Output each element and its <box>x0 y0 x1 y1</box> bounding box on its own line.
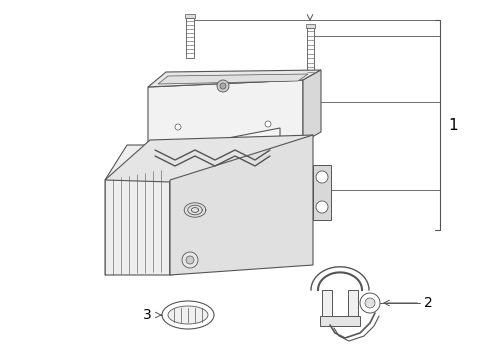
Bar <box>322 290 332 325</box>
Circle shape <box>316 201 328 213</box>
Text: 2: 2 <box>424 296 433 310</box>
Polygon shape <box>105 135 313 185</box>
Bar <box>313 165 331 220</box>
Circle shape <box>175 124 181 130</box>
Circle shape <box>220 83 226 89</box>
Polygon shape <box>170 135 313 275</box>
Polygon shape <box>186 140 208 156</box>
Circle shape <box>182 252 198 268</box>
Circle shape <box>365 298 375 308</box>
Bar <box>305 24 315 28</box>
Polygon shape <box>242 140 264 156</box>
Polygon shape <box>270 140 292 156</box>
Polygon shape <box>170 128 280 275</box>
Polygon shape <box>105 145 192 275</box>
Polygon shape <box>148 80 303 147</box>
Bar <box>307 28 314 78</box>
Bar <box>185 14 195 18</box>
Polygon shape <box>158 74 308 84</box>
Ellipse shape <box>168 306 208 324</box>
Circle shape <box>316 171 328 183</box>
Ellipse shape <box>162 301 214 329</box>
Text: 3: 3 <box>143 308 152 322</box>
Text: 1: 1 <box>448 117 458 132</box>
Circle shape <box>360 293 380 313</box>
Circle shape <box>217 80 229 92</box>
Polygon shape <box>214 140 236 156</box>
Polygon shape <box>303 70 321 142</box>
Polygon shape <box>158 140 180 156</box>
Circle shape <box>186 256 194 264</box>
Bar <box>320 316 360 326</box>
Polygon shape <box>148 70 321 87</box>
Circle shape <box>265 121 271 127</box>
Bar <box>186 18 194 58</box>
Bar <box>348 290 358 325</box>
